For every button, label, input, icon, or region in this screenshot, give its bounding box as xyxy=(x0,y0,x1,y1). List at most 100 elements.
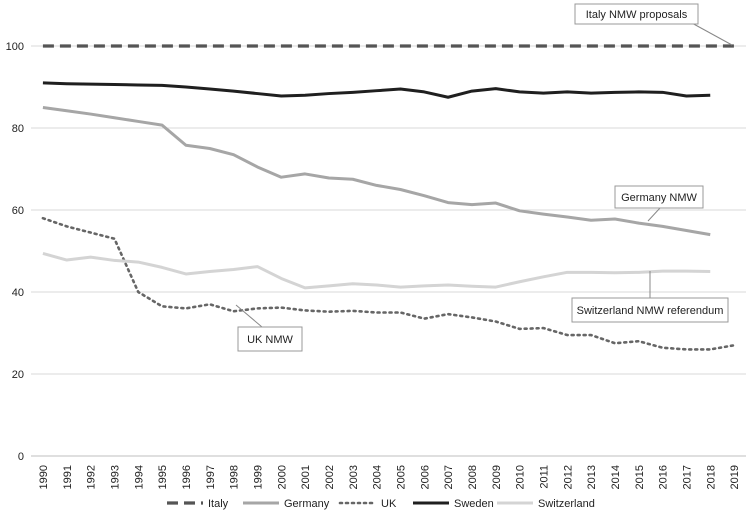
data-point-uk xyxy=(66,226,67,227)
legend: Italy Germany UK Sweden Switzerland xyxy=(167,498,595,510)
data-point-switzerland xyxy=(185,273,186,274)
data-point-switzerland xyxy=(304,287,305,288)
data-point-italy xyxy=(543,45,544,46)
data-point-switzerland xyxy=(90,257,91,258)
annotation-switzerland-box xyxy=(571,297,729,323)
data-point-sweden xyxy=(257,93,258,94)
data-point-italy xyxy=(328,45,329,46)
x-tick-label: 2014 xyxy=(610,465,622,489)
annotations: Italy NMW proposals Germany NMW UK NMW S… xyxy=(235,3,733,352)
data-point-uk xyxy=(42,218,43,219)
data-point-italy xyxy=(233,45,234,46)
data-point-germany xyxy=(400,189,401,190)
data-point-italy xyxy=(138,45,139,46)
data-point-uk xyxy=(638,341,639,342)
x-tick-label: 2004 xyxy=(372,465,384,489)
data-point-italy xyxy=(662,45,663,46)
data-point-italy xyxy=(733,45,734,46)
data-point-italy xyxy=(281,45,282,46)
data-point-sweden xyxy=(138,84,139,85)
x-tick-label: 2005 xyxy=(395,465,407,489)
series-line-switzerland xyxy=(42,252,711,290)
data-point-uk xyxy=(90,232,91,233)
data-point-germany xyxy=(281,177,282,178)
x-tick-label: 2002 xyxy=(324,465,336,489)
data-point-uk xyxy=(233,311,234,312)
data-point-uk xyxy=(400,312,401,313)
legend-item-germany: Germany xyxy=(243,498,330,510)
data-point-uk xyxy=(352,310,353,311)
data-point-switzerland xyxy=(161,267,162,268)
legend-item-switzerland: Switzerland xyxy=(497,498,595,510)
data-point-uk xyxy=(686,349,687,350)
data-point-sweden xyxy=(304,95,305,96)
legend-label-switzerland: Switzerland xyxy=(538,498,595,510)
data-point-switzerland xyxy=(400,286,401,287)
data-point-sweden xyxy=(471,91,472,92)
data-point-uk xyxy=(424,318,425,319)
x-tick-label: 1993 xyxy=(109,465,121,489)
series-sweden xyxy=(42,81,711,99)
x-tick-label: 2016 xyxy=(658,465,670,489)
annotation-italy-box xyxy=(574,3,699,25)
x-tick-label: 1991 xyxy=(62,465,74,489)
data-point-sweden xyxy=(114,84,115,85)
series-germany xyxy=(42,106,711,237)
data-point-sweden xyxy=(233,91,234,92)
data-point-switzerland xyxy=(710,271,711,272)
data-point-germany xyxy=(710,234,711,235)
data-point-switzerland xyxy=(471,286,472,287)
data-point-switzerland xyxy=(114,260,115,261)
data-point-germany xyxy=(233,154,234,155)
data-point-uk xyxy=(590,334,591,335)
data-point-switzerland xyxy=(209,271,210,272)
data-point-uk xyxy=(209,304,210,305)
data-point-sweden xyxy=(686,95,687,96)
data-point-switzerland xyxy=(42,253,43,254)
data-point-germany xyxy=(66,110,67,111)
annotation-italy-leader xyxy=(689,21,733,46)
legend-label-sweden: Sweden xyxy=(454,498,494,510)
y-tick-label: 40 xyxy=(12,287,24,299)
data-point-switzerland xyxy=(543,276,544,277)
series-italy xyxy=(42,44,735,48)
data-point-sweden xyxy=(42,82,43,83)
x-tick-label: 1990 xyxy=(38,465,50,489)
data-point-switzerland xyxy=(257,266,258,267)
data-point-sweden xyxy=(424,91,425,92)
data-point-switzerland xyxy=(281,278,282,279)
series-lines xyxy=(41,44,736,351)
annotation-switzerland-label: Switzerland NMW referendum xyxy=(577,305,724,317)
data-point-germany xyxy=(614,218,615,219)
data-point-uk xyxy=(281,307,282,308)
data-point-sweden xyxy=(543,93,544,94)
data-point-germany xyxy=(257,166,258,167)
data-point-italy xyxy=(257,45,258,46)
data-point-germany xyxy=(352,179,353,180)
data-point-germany xyxy=(447,202,448,203)
y-tick-label: 80 xyxy=(12,123,24,135)
x-tick-label: 1995 xyxy=(157,465,169,489)
x-tick-label: 2011 xyxy=(538,465,550,489)
x-tick-label: 2015 xyxy=(634,465,646,489)
data-point-italy xyxy=(114,45,115,46)
data-point-italy xyxy=(304,45,305,46)
data-point-sweden xyxy=(376,90,377,91)
data-point-italy xyxy=(209,45,210,46)
data-point-italy xyxy=(447,45,448,46)
data-point-uk xyxy=(257,308,258,309)
x-tick-label: 2007 xyxy=(443,465,455,489)
data-point-uk xyxy=(161,306,162,307)
data-point-italy xyxy=(519,45,520,46)
data-point-uk xyxy=(471,317,472,318)
data-point-switzerland xyxy=(590,272,591,273)
data-point-italy xyxy=(424,45,425,46)
annotation-germany-leader xyxy=(647,207,661,222)
data-point-switzerland xyxy=(519,281,520,282)
x-tick-label: 1997 xyxy=(205,465,217,489)
data-point-switzerland xyxy=(138,261,139,262)
x-tick-label: 2010 xyxy=(515,465,527,489)
data-point-italy xyxy=(42,45,43,46)
data-point-germany xyxy=(138,121,139,122)
legend-item-italy: Italy xyxy=(167,498,229,510)
